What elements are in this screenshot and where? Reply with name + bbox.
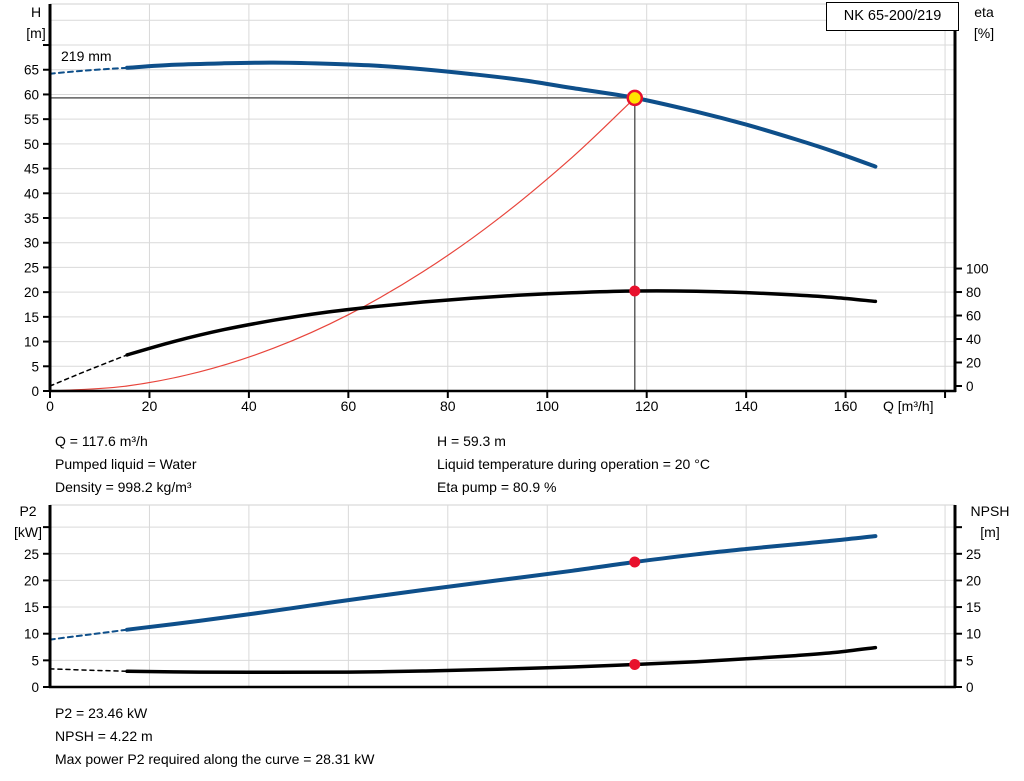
- tick-label: 160: [834, 398, 858, 414]
- tick-label: 140: [734, 398, 758, 414]
- npsh-point-marker: [629, 659, 641, 671]
- eta-curve: [125, 289, 878, 357]
- tick-label: 0: [46, 398, 54, 414]
- op-temperature-text: Liquid temperature during operation = 20…: [437, 456, 710, 472]
- gridlines: [50, 504, 955, 687]
- tick-label: 10: [24, 335, 39, 350]
- tick-label: 20: [24, 573, 39, 588]
- system-curve: [49, 97, 636, 392]
- tick-label: 10: [966, 627, 981, 642]
- q-axis-label: Q [m³/h]: [883, 398, 934, 414]
- chart-frame: [48, 4, 957, 393]
- tick-label: 45: [24, 162, 39, 177]
- eta-point-marker: [629, 285, 641, 297]
- eta-axis-label: eta: [974, 4, 994, 20]
- head-curve: [125, 60, 878, 169]
- p2-point-marker: [629, 556, 641, 568]
- tick-label: 120: [635, 398, 659, 414]
- tick-label: 35: [24, 211, 39, 226]
- tick-label: 55: [24, 112, 39, 127]
- head-eta-chart: 0 5 10 15 20 25 30 35 40 45 50 55 60 65 0 20 40 60 80 100 0 2…: [24, 3, 989, 414]
- npsh-axis-unit: [m]: [980, 524, 1000, 540]
- tick-label: 15: [24, 310, 39, 325]
- h-axis-unit: [m]: [26, 25, 46, 41]
- tick-label: 40: [241, 398, 257, 414]
- op-density-text: Density = 998.2 kg/m³: [55, 479, 192, 495]
- axis-ticks: 0 5 10 15 20 25 30 35 40 45 50 55 60 65 0 20 40 60 80 100 0 2…: [24, 44, 989, 414]
- impeller-trim-label: 219 mm: [61, 48, 112, 64]
- tick-label: 50: [24, 137, 39, 152]
- tick-label: 40: [966, 332, 981, 347]
- tick-label: 100: [536, 398, 560, 414]
- p2-axis-label: P2: [19, 503, 37, 519]
- tick-label: 60: [341, 398, 357, 414]
- npsh-curve: [125, 645, 878, 675]
- op-eta-text: Eta pump = 80.9 %: [437, 479, 557, 495]
- eta-curve-dashed: [49, 354, 128, 387]
- tick-label: 100: [966, 262, 989, 277]
- tick-label: 5: [31, 359, 39, 374]
- tick-label: 5: [31, 653, 39, 668]
- tick-label: 20: [24, 285, 39, 300]
- tick-label: 0: [966, 680, 974, 695]
- p2-axis-unit: [kW]: [14, 524, 42, 540]
- axis-ticks: 0 5 10 15 20 25 0 5 10 15 20 25: [24, 526, 981, 695]
- tick-label: 65: [24, 63, 39, 78]
- tick-label: 80: [440, 398, 456, 414]
- tick-label: 0: [31, 384, 39, 399]
- tick-label: 30: [24, 236, 39, 251]
- p2-curve-dashed: [49, 628, 129, 641]
- head-curve-dashed: [49, 66, 129, 75]
- tick-label: 40: [24, 186, 39, 201]
- p2-npsh-chart: 0 5 10 15 20 25 0 5 10 15 20 25: [24, 504, 981, 695]
- result-max-power-text: Max power P2 required along the curve = …: [55, 751, 375, 767]
- duty-point-marker[interactable]: [626, 89, 644, 107]
- op-head-text: H = 59.3 m: [437, 433, 506, 449]
- tick-label: 0: [966, 379, 974, 394]
- p2-curve: [125, 534, 878, 632]
- eta-axis-unit: [%]: [973, 25, 995, 41]
- result-p2-text: P2 = 23.46 kW: [55, 705, 148, 721]
- tick-label: 80: [966, 285, 981, 300]
- tick-label: 20: [966, 573, 981, 588]
- npsh-axis-label: NPSH: [970, 503, 1010, 519]
- chart-frame: [48, 505, 957, 689]
- tick-label: 25: [966, 547, 981, 562]
- tick-label: 15: [24, 600, 39, 615]
- tick-label: 10: [24, 627, 39, 642]
- tick-label: 5: [966, 653, 974, 668]
- tick-label: 20: [142, 398, 158, 414]
- h-axis-label: H: [30, 4, 42, 20]
- tick-label: 25: [24, 260, 39, 275]
- tick-label: 0: [31, 680, 39, 695]
- pump-model-badge: NK 65-200/219: [826, 2, 959, 31]
- duty-point-guides: [50, 97, 636, 391]
- tick-label: 20: [966, 356, 981, 371]
- op-liquid-text: Pumped liquid = Water: [55, 456, 197, 472]
- op-flow-text: Q = 117.6 m³/h: [55, 433, 148, 449]
- gridlines: [50, 3, 955, 391]
- tick-label: 60: [24, 87, 39, 102]
- tick-label: 15: [966, 600, 981, 615]
- npsh-curve-dashed: [49, 668, 128, 673]
- result-npsh-text: NPSH = 4.22 m: [55, 728, 153, 744]
- tick-label: 60: [966, 309, 981, 324]
- tick-label: 25: [24, 547, 39, 562]
